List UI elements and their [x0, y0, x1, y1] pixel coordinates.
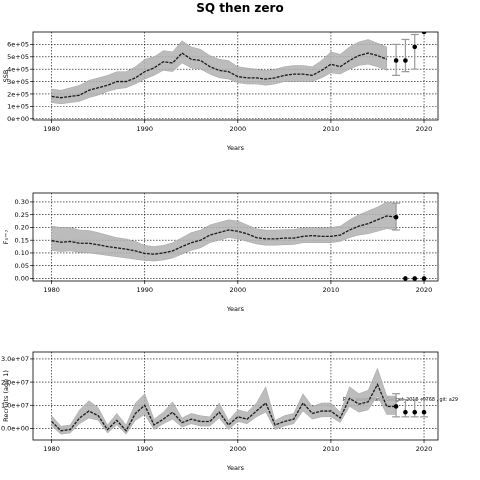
recruits-ytick-label-0: 0.0e+00 — [1, 425, 29, 433]
ssb-xtick-label-1: 1990 — [136, 125, 153, 133]
ssb-plot-area — [33, 32, 438, 120]
f-median-line — [51, 215, 397, 255]
recruits-axes-frame — [32, 351, 439, 441]
ssb-ytick-label-2: 2e+05 — [7, 90, 29, 98]
ssb-confidence-band — [51, 39, 387, 105]
ssb-projection-point-3 — [421, 32, 427, 35]
ssb-ytick-label-6: 6e+05 — [7, 41, 29, 49]
recruits-projection-point-1 — [403, 409, 408, 415]
ssb-projection-point-2 — [412, 44, 418, 50]
recruits-ytick-label-3: 3.0e+07 — [1, 355, 29, 363]
f-projection-point-0 — [393, 214, 399, 220]
f-ytick-label-0: 0.00 — [15, 275, 29, 283]
recruits-projection-point-0 — [393, 404, 399, 409]
ssb-ytick-label-5: 5e+05 — [7, 53, 29, 61]
recruits-xtick-label-4: 2020 — [416, 445, 433, 453]
ssb-panel: 1980 1990 2000 2010 2020 0e+00 1e+05 2e+05 3e+05… — [2, 31, 439, 152]
ssb-projection-point-1 — [403, 58, 408, 63]
recruits-xtick-label-3: 2010 — [323, 445, 340, 453]
f-ytick-label-1: 0.05 — [15, 262, 29, 270]
ssb-xaxis-label: Years — [226, 144, 245, 152]
f-yaxis-label: F₅−₇ — [2, 229, 10, 244]
ssb-xtick-label-0: 1980 — [43, 125, 60, 133]
recruits-median-line — [51, 382, 397, 432]
f-xtick-label-1: 1990 — [136, 286, 153, 294]
f-ytick-label-5: 0.25 — [15, 211, 29, 219]
ssb-ytick-label-1: 1e+05 — [7, 103, 29, 111]
recruits-projection-point-3 — [421, 409, 427, 415]
recruits-ytick-label-1: 1.0e+07 — [1, 402, 29, 410]
f-axes-frame — [32, 192, 439, 282]
run-annotation: Run: assessment_Gadget_2018_r9768 , git:… — [343, 397, 458, 403]
ssb-ytick-label-3: 3e+05 — [7, 78, 29, 86]
figure-title: SQ then zero — [196, 1, 283, 15]
ssb-xtick-label-4: 2020 — [416, 125, 433, 133]
recruits-xtick-label-0: 1980 — [43, 445, 60, 453]
recruits-xtick-label-1: 1990 — [136, 445, 153, 453]
f-ytick-label-4: 0.20 — [15, 224, 29, 232]
recruits-projection-point-2 — [412, 409, 418, 415]
recruits-yaxis-label: Recruits (age 1) — [2, 370, 10, 422]
f-plot-area — [33, 193, 438, 281]
f-ytick-label-6: 0.30 — [15, 198, 29, 206]
f-xtick-label-3: 2010 — [323, 286, 340, 294]
recruits-xtick-label-2: 2000 — [230, 445, 247, 453]
f-xtick-label-0: 1980 — [43, 286, 60, 294]
ssb-projection-point-0 — [393, 58, 399, 63]
ssb-ytick-label-0: 0e+00 — [7, 115, 29, 123]
ssb-xtick-label-2: 2000 — [230, 125, 247, 133]
f-xaxis-label: Years — [226, 305, 245, 313]
ssb-ytick-label-4: 4e+05 — [7, 65, 29, 73]
f-projection-point-2 — [412, 276, 418, 281]
f-xtick-label-2: 2000 — [230, 286, 247, 294]
f-ytick-label-3: 0.15 — [15, 236, 29, 244]
recruits-ytick-label-2: 2.0e+07 — [1, 378, 29, 386]
recruits-plot-area — [33, 352, 438, 440]
ssb-yaxis-label: SSB — [2, 70, 10, 83]
f-panel: 1980 1990 2000 2010 2020 0.00 0.05 0.10 0.15 0.20… — [2, 192, 439, 313]
f-xtick-label-4: 2020 — [416, 286, 433, 294]
ssb-axes-frame — [32, 31, 439, 121]
f-projection-point-1 — [403, 276, 408, 281]
f-projection-point-3 — [421, 276, 427, 281]
f-ytick-label-2: 0.10 — [15, 249, 29, 257]
recruits-panel: 1980 1990 2000 2010 2020 0.0e+00 1.0e+07 2.0e+0… — [1, 351, 439, 472]
ssb-xtick-label-3: 2010 — [323, 125, 340, 133]
recruits-xaxis-label: Years — [226, 464, 245, 472]
